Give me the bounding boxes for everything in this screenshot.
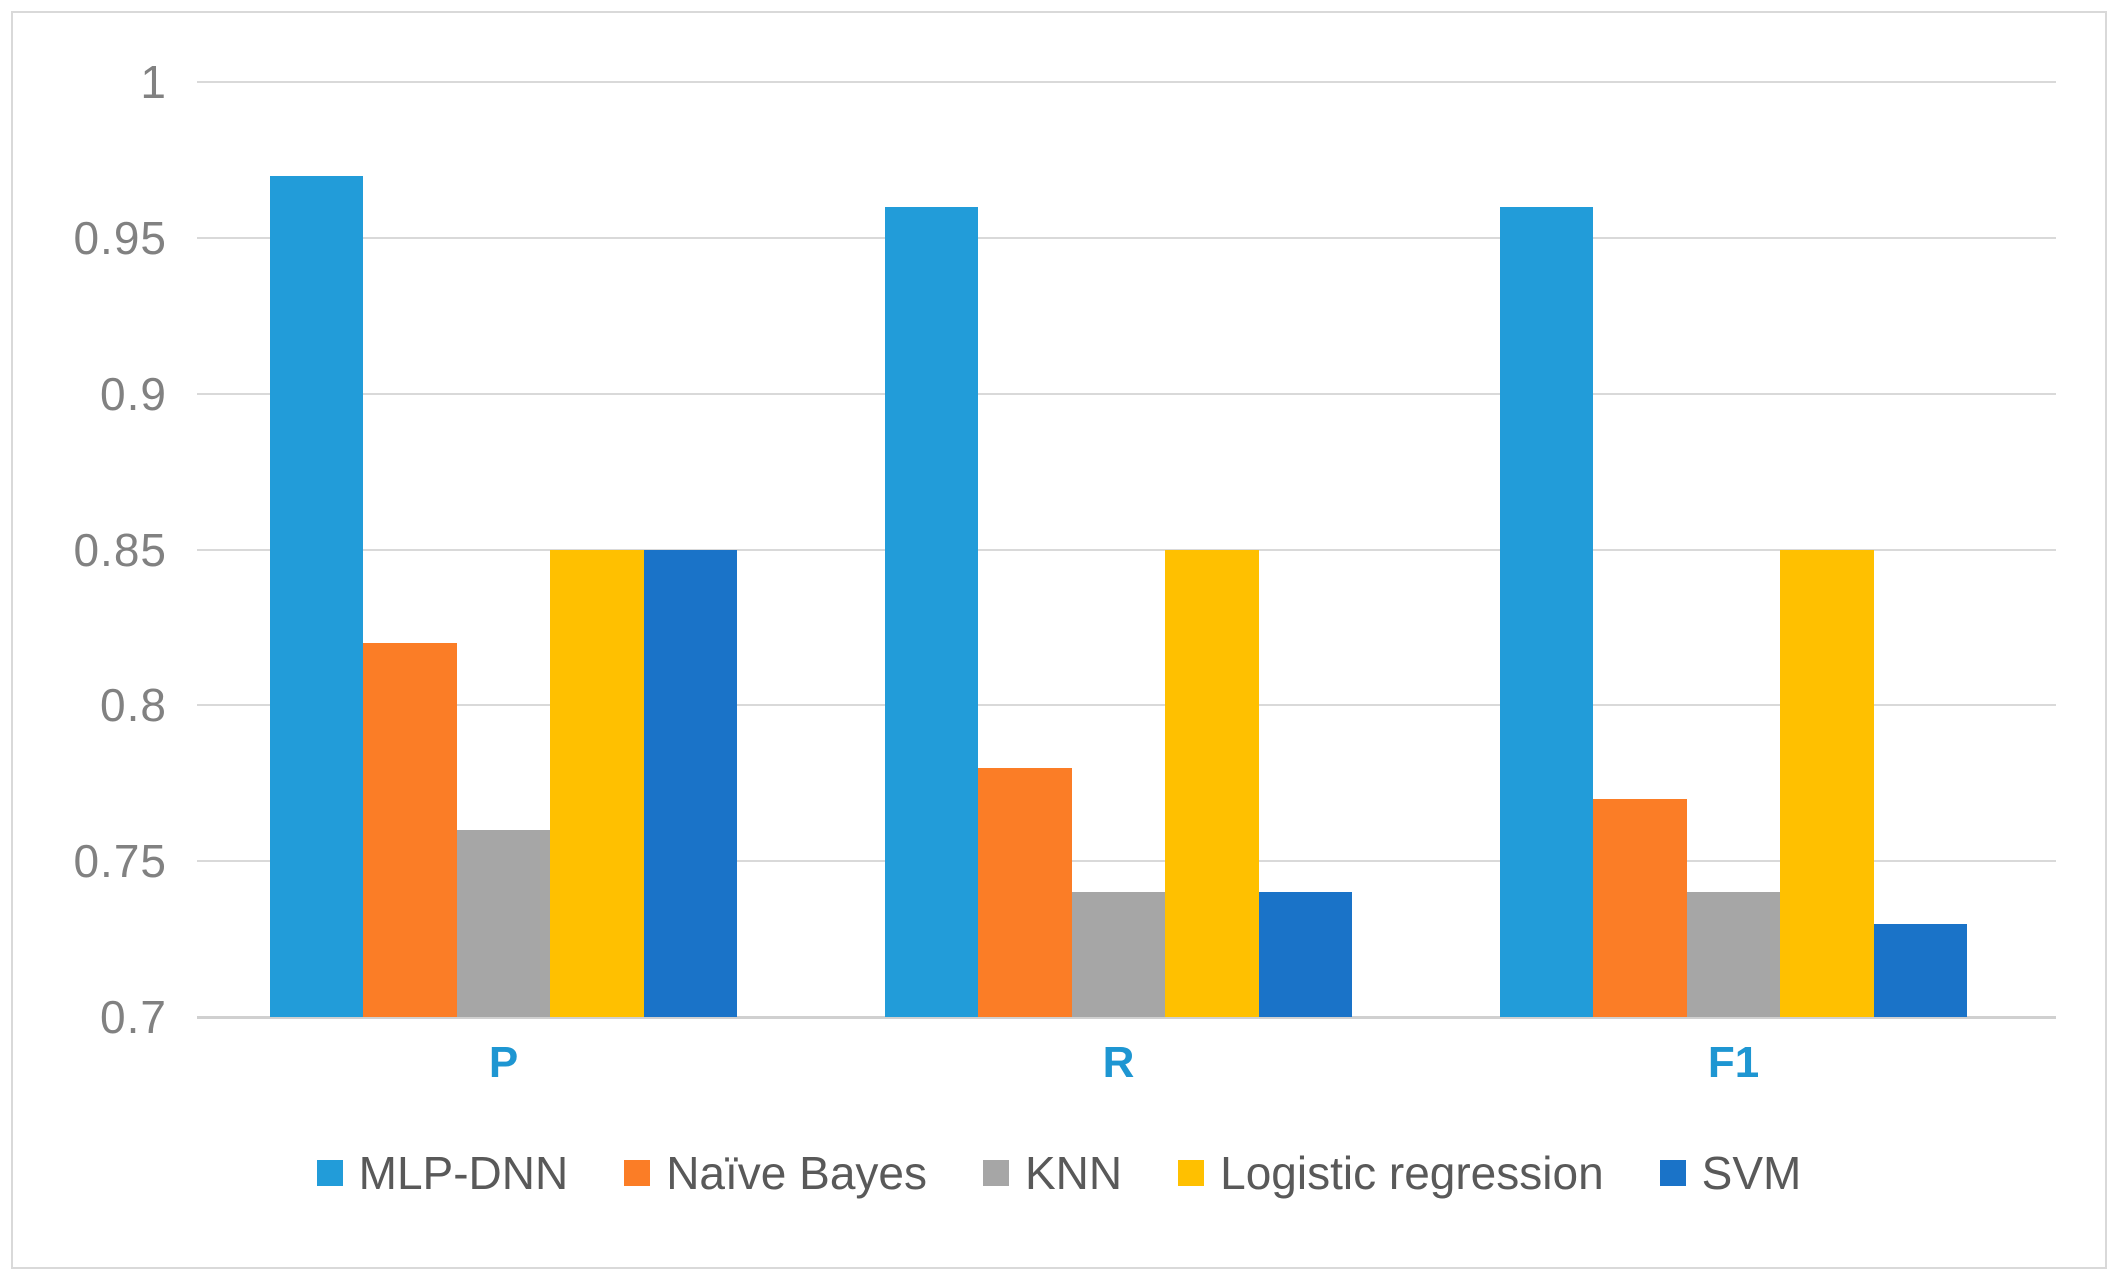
x-axis-label-r: R xyxy=(1102,1038,1135,1087)
bar-mlp-dnn-f1 xyxy=(1500,206,1594,1017)
bar-mlp-dnn-r xyxy=(885,206,979,1017)
y-tick-label: 0.75 xyxy=(73,835,167,888)
bar-logistic-regression-f1 xyxy=(1780,549,1874,1017)
legend-item-knn: KNN xyxy=(983,1146,1122,1200)
gridline xyxy=(197,81,2056,83)
bar-knn-p xyxy=(456,830,551,1017)
y-tick-label: 0.7 xyxy=(100,991,167,1043)
bar-logistic-regression-r xyxy=(1165,549,1259,1017)
x-axis-line xyxy=(197,1016,2056,1019)
bar-knn-f1 xyxy=(1686,892,1781,1017)
gridline xyxy=(197,548,2056,551)
x-axis-label-p: P xyxy=(488,1038,519,1087)
gridline xyxy=(197,860,2056,863)
bar-group-r xyxy=(885,82,1353,1017)
bar-na-ve-bayes-r xyxy=(978,767,1072,1017)
legend-swatch-icon xyxy=(624,1160,651,1186)
plot-area: 1 0.95 0.9 0.85 0.8 0.75 0.7 xyxy=(73,56,2056,1043)
bar-group-p xyxy=(270,82,738,1017)
bar-logistic-regression-p xyxy=(550,549,644,1017)
legend: MLP-DNN Naïve Bayes KNN Logistic regression… xyxy=(0,1146,2118,1200)
bar-group-f1 xyxy=(1500,82,1968,1017)
gridline xyxy=(197,392,2056,395)
gridline xyxy=(197,704,2056,707)
legend-label: KNN xyxy=(1025,1147,1123,1199)
bar-mlp-dnn-p xyxy=(270,175,364,1017)
bar-na-ve-bayes-p xyxy=(363,643,457,1017)
bar-svm-p xyxy=(643,549,738,1017)
legend-swatch-icon xyxy=(316,1160,343,1186)
legend-item-na-ve-bayes: Naïve Bayes xyxy=(624,1146,927,1200)
legend-item-logistic-regression: Logistic regression xyxy=(1178,1146,1604,1200)
legend-swatch-icon xyxy=(1659,1160,1686,1186)
y-tick-label: 0.9 xyxy=(100,367,167,420)
y-tick-label: 0.95 xyxy=(73,211,167,264)
x-axis-label-f1: F1 xyxy=(1707,1038,1760,1087)
bar-svm-r xyxy=(1258,892,1353,1017)
y-tick-label: 1 xyxy=(140,56,167,108)
legend-item-svm: SVM xyxy=(1659,1146,1802,1200)
legend-label: MLP-DNN xyxy=(358,1147,569,1199)
bar-na-ve-bayes-f1 xyxy=(1593,798,1687,1017)
gridline xyxy=(197,236,2056,239)
legend-swatch-icon xyxy=(1178,1160,1205,1186)
bar-svm-f1 xyxy=(1873,923,1968,1017)
legend-label: Logistic regression xyxy=(1220,1147,1604,1199)
legend-item-mlp-dnn: MLP-DNN xyxy=(316,1146,569,1200)
y-tick-label: 0.8 xyxy=(100,679,167,732)
legend-label: SVM xyxy=(1701,1147,1802,1199)
legend-label: Naïve Bayes xyxy=(666,1147,927,1199)
bar-knn-r xyxy=(1071,892,1166,1017)
legend-swatch-icon xyxy=(983,1160,1009,1186)
y-tick-label: 0.85 xyxy=(73,523,167,576)
